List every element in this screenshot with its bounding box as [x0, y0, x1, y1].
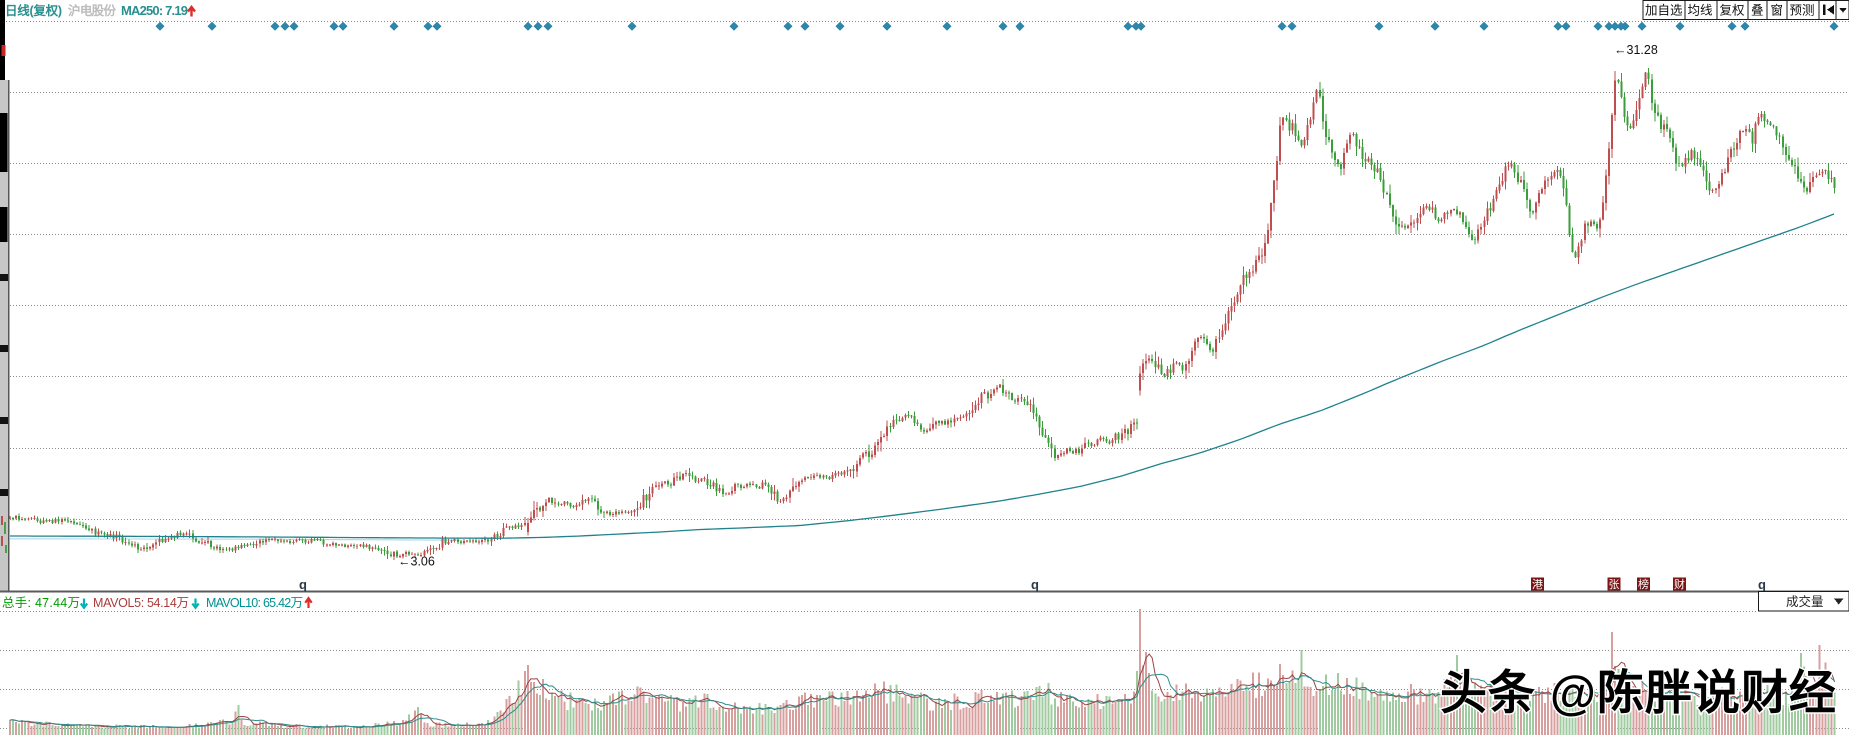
svg-text:沪电股份: 沪电股份 — [68, 3, 116, 18]
svg-text:财: 财 — [1674, 577, 1685, 591]
svg-text:预测: 预测 — [1790, 4, 1815, 18]
svg-text:榜: 榜 — [1638, 577, 1649, 591]
svg-text:复权: 复权 — [1720, 3, 1746, 18]
svg-text:q: q — [1758, 577, 1766, 592]
svg-text:q: q — [299, 577, 307, 592]
svg-text:总手: 47.44万: 总手: 47.44万 — [2, 596, 80, 610]
svg-text:成交量: 成交量 — [1786, 594, 1824, 609]
svg-text:港: 港 — [1532, 578, 1543, 591]
svg-text:MAVOL10: 65.42万: MAVOL10: 65.42万 — [206, 596, 303, 610]
svg-text:MA250: 7.19: MA250: 7.19 — [121, 3, 188, 18]
svg-text:均线: 均线 — [1688, 4, 1714, 18]
svg-text:头条 @陈胖说财经: 头条 @陈胖说财经 — [1440, 666, 1837, 719]
svg-text:叠: 叠 — [1751, 4, 1764, 18]
svg-text:加自选: 加自选 — [1645, 4, 1683, 18]
svg-text:日线(复权): 日线(复权) — [5, 3, 62, 18]
svg-text:q: q — [1031, 577, 1039, 592]
svg-text:张: 张 — [1609, 578, 1620, 591]
svg-text:窗: 窗 — [1771, 4, 1784, 18]
svg-text:←31.28: ←31.28 — [1614, 43, 1658, 57]
svg-text:←3.06: ←3.06 — [398, 555, 435, 569]
svg-text:MAVOL5: 54.14万: MAVOL5: 54.14万 — [93, 596, 189, 610]
